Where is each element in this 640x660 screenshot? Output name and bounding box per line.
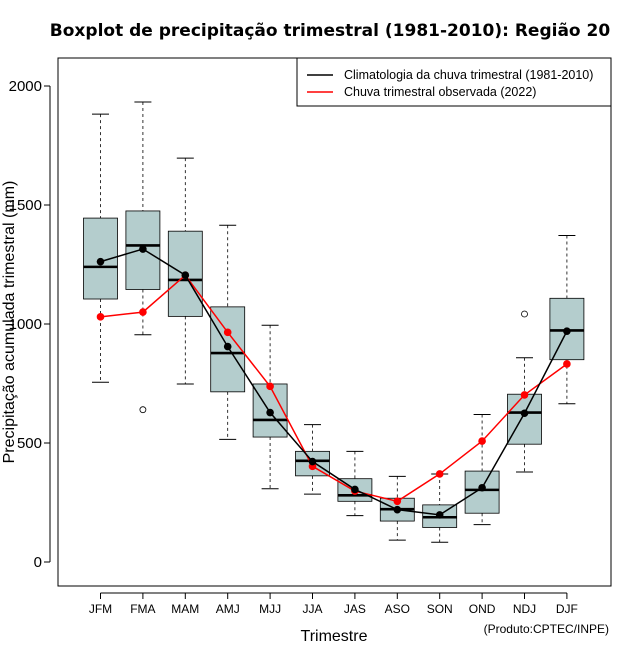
y-tick-label: 500 <box>17 435 42 452</box>
series-line-climatology <box>100 248 568 516</box>
y-tick-label: 1000 <box>9 316 42 333</box>
box-djf <box>549 234 585 405</box>
series-point-climatology <box>223 342 232 351</box>
x-axis: JFM FMA MAM AMJ MJJ JJA JAS ASO SON OND NDJ DJF <box>89 592 578 616</box>
series-point-observed <box>223 328 232 337</box>
series-point-climatology <box>266 408 274 417</box>
x-tick-label: MAM <box>171 602 199 616</box>
box-iqr <box>507 393 542 445</box>
x-tick-label: JJA <box>302 602 322 616</box>
box-ndj <box>507 310 542 473</box>
series-point-climatology <box>520 409 529 418</box>
x-tick-label: NDJ <box>513 602 536 616</box>
x-axis-label: Trimestre <box>301 628 368 645</box>
box-jfm <box>83 113 118 383</box>
legend: Climatologia da chuva trimestral (1981-2… <box>296 57 612 107</box>
credit-text: (Produto:CPTEC/INPE) <box>484 622 609 636</box>
series-point-climatology <box>308 457 317 466</box>
series-line-observed <box>100 274 568 503</box>
series-point-observed <box>266 382 274 391</box>
box-iqr <box>549 297 585 361</box>
series-point-climatology <box>181 271 190 280</box>
y-tick-label: 0 <box>34 554 42 571</box>
outlier-point <box>521 310 528 318</box>
x-tick-label: MJJ <box>259 602 281 616</box>
x-tick-label: FMA <box>130 602 155 616</box>
series-point-climatology <box>435 511 444 519</box>
box-mjj <box>252 324 288 490</box>
x-tick-label: AMJ <box>216 602 240 616</box>
y-tick-label: 1500 <box>9 197 42 214</box>
box-fma <box>125 101 161 414</box>
series-point-observed <box>96 313 105 321</box>
legend-label-observed: Chuva trimestral observada (2022) <box>344 85 536 99</box>
series-point-observed <box>393 497 402 506</box>
x-tick-label: OND <box>469 602 496 616</box>
series-point-climatology <box>351 485 359 494</box>
series-point-climatology <box>139 245 147 253</box>
outlier-point <box>139 406 147 414</box>
box-mam <box>167 157 203 385</box>
series-point-observed <box>563 360 571 368</box>
plot-frame <box>57 57 612 587</box>
series-point-climatology <box>96 257 105 266</box>
legend-box <box>296 57 612 107</box>
y-axis-label: Precipitação acumulada trimestral (mm) <box>1 181 18 464</box>
series-point-climatology <box>563 327 571 335</box>
y-axis: 0 500 1000 1500 2000 <box>9 78 51 571</box>
series-point-climatology <box>478 483 486 492</box>
series-point-observed <box>478 437 486 445</box>
series-point-climatology <box>393 505 402 514</box>
box-ond <box>464 413 500 526</box>
series-lines-group <box>96 245 571 519</box>
x-tick-label: DJF <box>556 602 578 616</box>
boxes-group <box>83 101 585 543</box>
x-tick-label: SON <box>427 602 453 616</box>
series-climatology <box>96 245 571 519</box>
y-tick-label: 2000 <box>9 78 42 95</box>
x-tick-label: JAS <box>344 602 366 616</box>
x-tick-label: JFM <box>89 602 112 616</box>
series-point-observed <box>520 391 529 399</box>
series-point-observed <box>139 308 147 316</box>
box-iqr <box>464 470 500 514</box>
legend-label-climatology: Climatologia da chuva trimestral (1981-2… <box>344 68 593 82</box>
x-tick-label: ASO <box>385 602 410 616</box>
series-point-observed <box>435 470 444 478</box>
chart-title: Boxplot de precipitação trimestral (1981… <box>50 21 611 41</box>
series-observed <box>96 271 571 506</box>
